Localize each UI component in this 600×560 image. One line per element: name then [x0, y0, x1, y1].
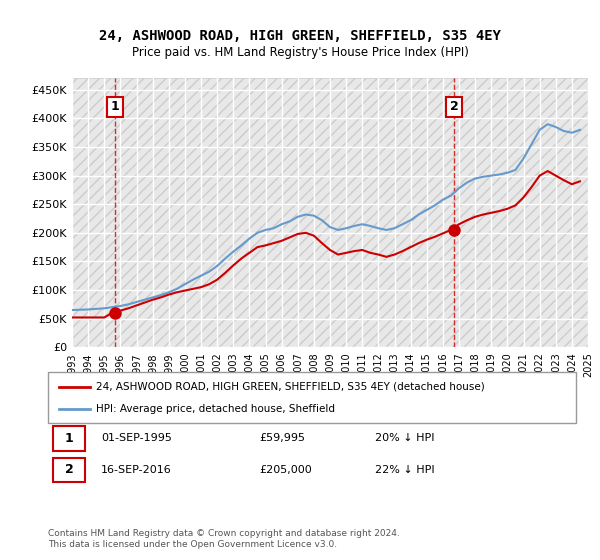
Text: Contains HM Land Registry data © Crown copyright and database right 2024.
This d: Contains HM Land Registry data © Crown c… [48, 529, 400, 549]
FancyBboxPatch shape [48, 372, 576, 423]
Text: 24, ASHWOOD ROAD, HIGH GREEN, SHEFFIELD, S35 4EY (detached house): 24, ASHWOOD ROAD, HIGH GREEN, SHEFFIELD,… [95, 381, 484, 391]
Text: HPI: Average price, detached house, Sheffield: HPI: Average price, detached house, Shef… [95, 404, 335, 414]
Text: 22% ↓ HPI: 22% ↓ HPI [376, 465, 435, 475]
FancyBboxPatch shape [53, 426, 85, 451]
Text: 1: 1 [65, 432, 73, 445]
FancyBboxPatch shape [53, 458, 85, 482]
Text: £59,995: £59,995 [259, 433, 305, 444]
Text: 01-SEP-1995: 01-SEP-1995 [101, 433, 172, 444]
Text: 2: 2 [65, 463, 73, 476]
Text: 2: 2 [450, 100, 458, 114]
Text: 1: 1 [110, 100, 119, 114]
Text: 20% ↓ HPI: 20% ↓ HPI [376, 433, 435, 444]
Text: £205,000: £205,000 [259, 465, 312, 475]
Text: Price paid vs. HM Land Registry's House Price Index (HPI): Price paid vs. HM Land Registry's House … [131, 46, 469, 59]
Text: 24, ASHWOOD ROAD, HIGH GREEN, SHEFFIELD, S35 4EY: 24, ASHWOOD ROAD, HIGH GREEN, SHEFFIELD,… [99, 29, 501, 44]
Text: 16-SEP-2016: 16-SEP-2016 [101, 465, 172, 475]
